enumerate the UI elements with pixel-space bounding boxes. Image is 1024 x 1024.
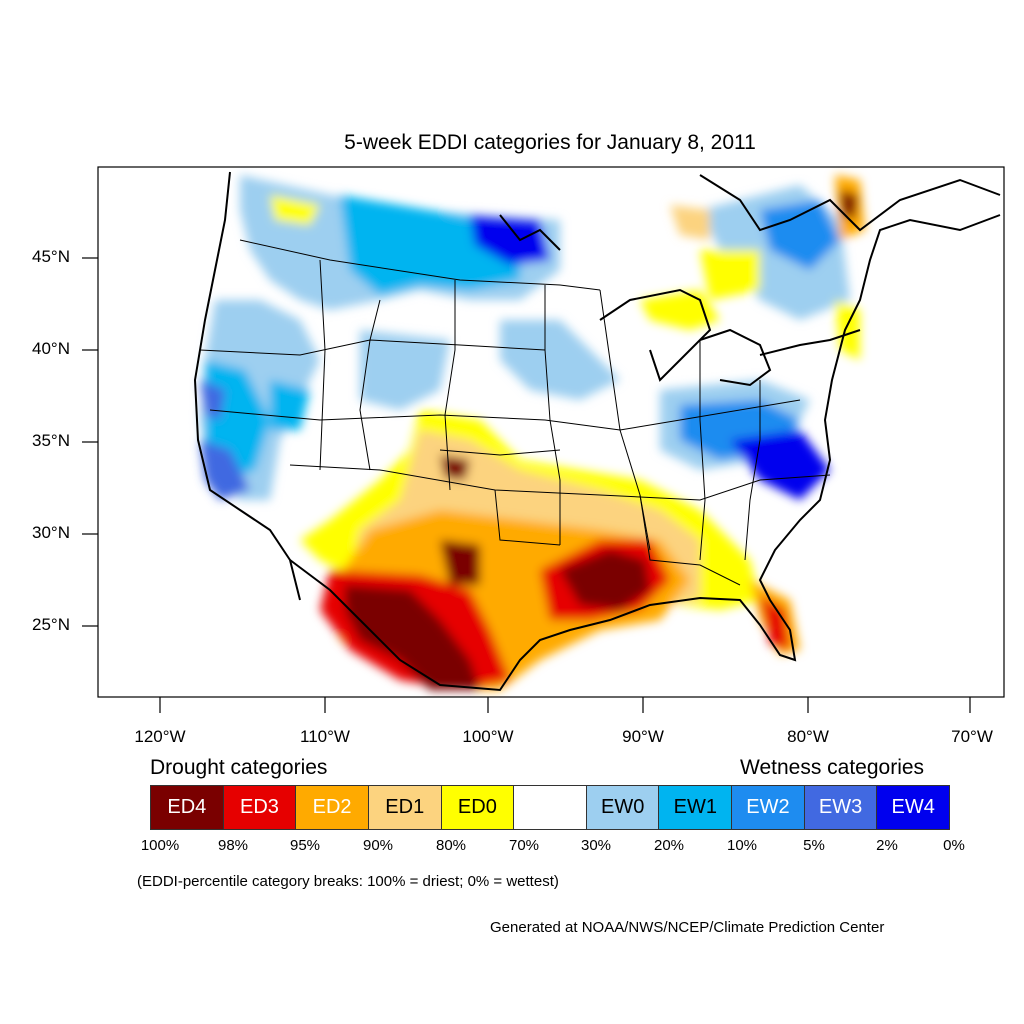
swatch-label: ED4 — [167, 796, 207, 818]
lon-label-100: 100°W — [462, 727, 514, 746]
drought-heading: Drought categories — [150, 756, 328, 779]
legend-bar: ED4 ED3 ED2 ED1 ED0 EW0 EW1 EW2 EW3 EW4 — [150, 785, 951, 830]
legend-swatch-ed1: ED1 — [367, 785, 441, 830]
lat-label-30: 30°N — [32, 523, 70, 542]
lon-label-80: 80°W — [787, 727, 829, 746]
swatch-label: EW0 — [600, 796, 645, 818]
pct-break: 0% — [943, 837, 965, 854]
pct-break: 90% — [362, 837, 394, 854]
lat-label-35: 35°N — [32, 431, 70, 450]
swatch-label: EW1 — [673, 796, 717, 818]
pct-break: 100% — [140, 837, 180, 854]
map-frame — [97, 166, 1005, 698]
legend-swatch-ew3: EW3 — [803, 785, 877, 830]
swatch-label: EW4 — [891, 796, 935, 818]
pct-break: 20% — [653, 837, 685, 854]
legend-swatch-ed4: ED4 — [150, 785, 223, 830]
lon-label-110: 110°W — [300, 727, 350, 746]
pct-break: 2% — [876, 837, 898, 854]
pct-break: 70% — [508, 837, 540, 854]
legend-swatch-normal — [513, 785, 586, 830]
legend-swatch-ed0: ED0 — [440, 785, 514, 830]
swatch-label: ED2 — [312, 796, 352, 818]
pct-break: 5% — [803, 837, 825, 854]
swatch-label: ED1 — [385, 796, 425, 818]
pct-break: 10% — [726, 837, 758, 854]
credit-line: Generated at NOAA/NWS/NCEP/Climate Predi… — [490, 919, 885, 936]
pct-break: 98% — [217, 837, 249, 854]
axis-ticks — [82, 257, 971, 713]
swatch-label: EW3 — [818, 796, 863, 818]
legend-swatch-ew0: EW0 — [585, 785, 659, 830]
wetness-heading: Wetness categories — [740, 756, 925, 779]
swatch-label: ED3 — [240, 796, 279, 818]
lat-label-45: 45°N — [32, 247, 70, 266]
lon-label-70: 70°W — [951, 727, 993, 746]
swatch-label: EW2 — [746, 796, 790, 818]
pct-break: 30% — [580, 837, 612, 854]
coastlines — [193, 171, 1001, 692]
legend-swatch-ew2: EW2 — [731, 785, 804, 830]
pct-break: 95% — [289, 837, 321, 854]
legend-swatch-ed3: ED3 — [222, 785, 296, 830]
state-boundaries — [199, 239, 831, 586]
legend-swatch-ed2: ED2 — [295, 785, 368, 830]
legend-swatch-ew1: EW1 — [658, 785, 732, 830]
legend-swatch-ew4: EW4 — [876, 785, 951, 830]
lat-label-40: 40°N — [32, 339, 70, 358]
lon-label-90: 90°W — [622, 727, 664, 746]
lon-label-120: 120°W — [134, 727, 186, 746]
swatch-label: ED0 — [457, 796, 497, 818]
category-note: (EDDI-percentile category breaks: 100% =… — [137, 873, 559, 890]
lat-label-25: 25°N — [32, 615, 70, 634]
category-patches — [200, 175, 865, 690]
pct-break: 80% — [435, 837, 467, 854]
map-title: 5-week EDDI categories for January 8, 20… — [344, 131, 756, 154]
